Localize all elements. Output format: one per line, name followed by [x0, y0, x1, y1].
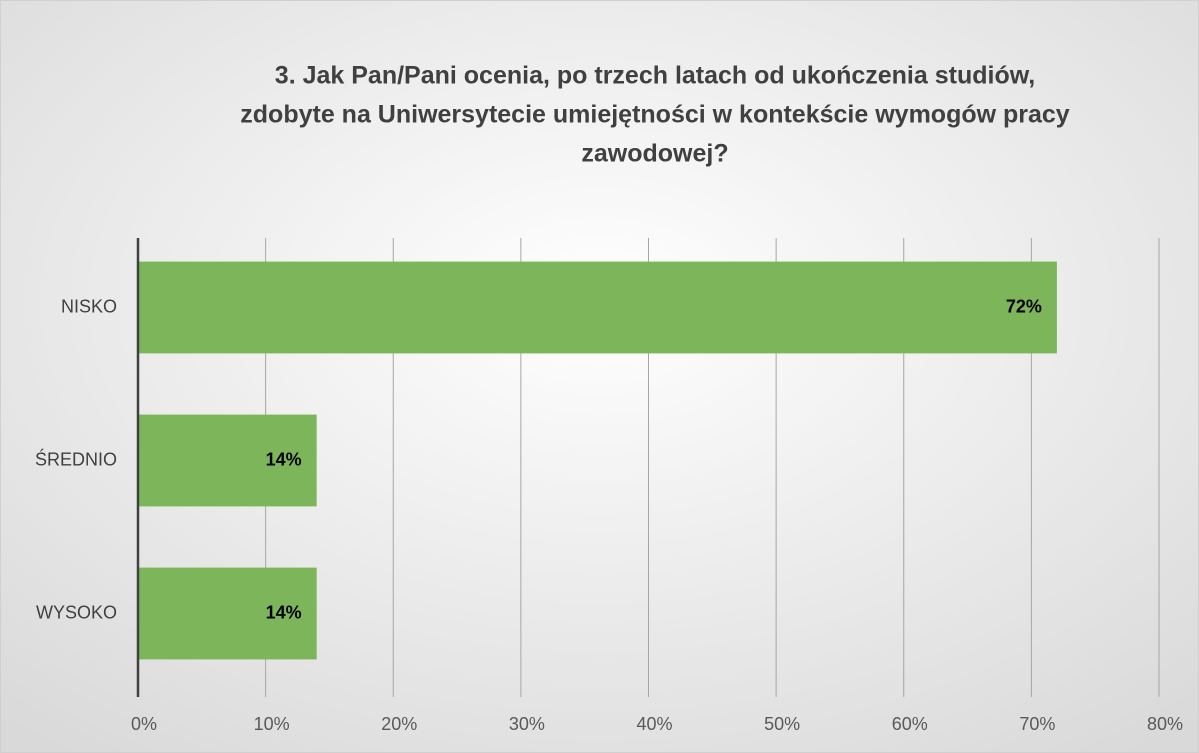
x-tick-label: 80% — [1147, 714, 1183, 734]
x-tick-label: 40% — [636, 714, 672, 734]
data-label: 72% — [1006, 296, 1042, 316]
x-tick-label: 70% — [1019, 714, 1055, 734]
y-tick-label: NISKO — [61, 296, 117, 316]
x-tick-label: 30% — [509, 714, 545, 734]
x-tick-label: 10% — [254, 714, 290, 734]
bar — [138, 567, 317, 660]
chart-title: 3. Jak Pan/Pani ocenia, po trzech latach… — [275, 62, 1035, 90]
x-tick-label: 50% — [764, 714, 800, 734]
y-tick-label: ŚREDNIO — [35, 448, 117, 469]
x-tick-label: 0% — [131, 714, 157, 734]
y-tick-label: WYSOKO — [36, 602, 117, 622]
chart-title: zawodowej? — [581, 140, 728, 168]
chart-title: zdobyte na Uniwersytecie umiejętności w … — [240, 101, 1070, 129]
data-label: 14% — [266, 602, 302, 622]
bar — [138, 414, 317, 507]
bar — [138, 261, 1057, 354]
x-tick-label: 60% — [892, 714, 928, 734]
x-tick-label: 20% — [381, 714, 417, 734]
data-label: 14% — [266, 449, 302, 469]
